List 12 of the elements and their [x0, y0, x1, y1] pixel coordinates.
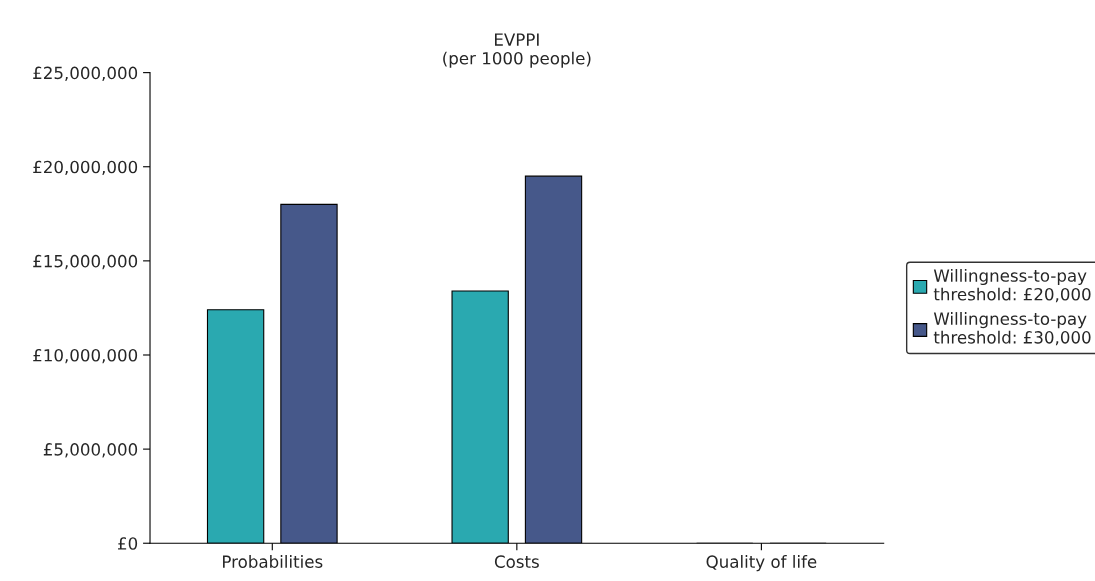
chart-title: EVPPI (per 1000 people)	[443, 33, 591, 68]
x-tick-label: Quality of life	[706, 555, 817, 572]
x-tick-label: Costs	[494, 555, 539, 568]
y-tick-label: £25,000,000	[33, 66, 138, 81]
legend-label: Willingness-to-pay threshold: £20,000	[933, 268, 1091, 303]
x-tick-label: Probabilities	[223, 555, 323, 568]
y-tick-label: £0	[118, 537, 138, 550]
y-tick-label: £15,000,000	[33, 254, 138, 270]
y-tick-label: £20,000,000	[33, 160, 138, 176]
y-tick-label: £10,000,000	[33, 348, 138, 364]
legend-label: Willingness-to-pay threshold: £30,000	[933, 312, 1091, 346]
y-tick-label: £5,000,000	[43, 443, 138, 458]
